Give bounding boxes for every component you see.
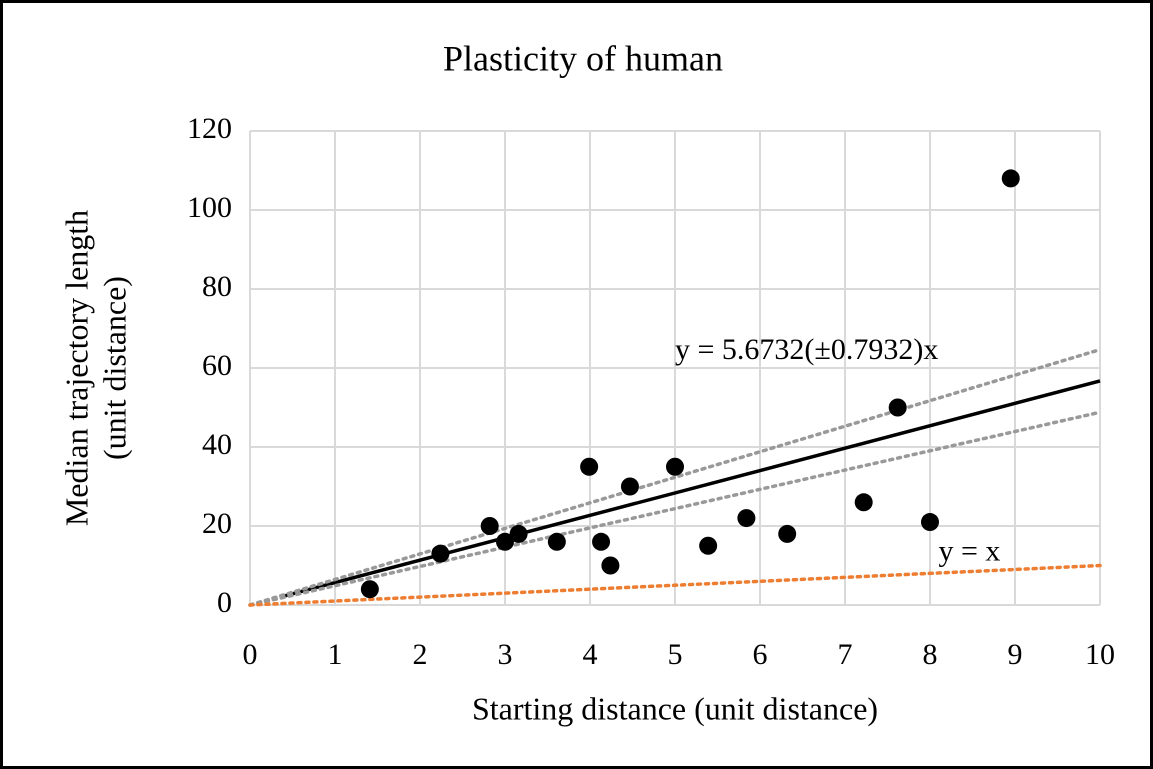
point: [580, 457, 599, 476]
point: [431, 544, 450, 563]
x-tick-label: 4: [583, 638, 598, 671]
point: [699, 536, 718, 555]
x-tick-label: 6: [753, 638, 768, 671]
y-tick-label: 20: [202, 507, 232, 540]
point: [480, 517, 499, 535]
point: [620, 477, 639, 496]
y-tick-label: 80: [202, 270, 232, 303]
point: [509, 524, 528, 543]
point: [592, 532, 611, 551]
chart-title: Plasticity of human: [443, 38, 723, 78]
point: [737, 509, 756, 528]
x-tick-label: 9: [1008, 638, 1023, 671]
y-axis-label-line: Median trajectory length: [58, 210, 94, 526]
point: [778, 524, 797, 543]
y-tick-label: 60: [202, 349, 232, 382]
point: [854, 493, 873, 512]
x-tick-label: 1: [328, 638, 343, 671]
x-tick-label: 10: [1085, 638, 1115, 671]
y-tick-label: 100: [187, 191, 232, 224]
point: [888, 398, 907, 417]
point: [601, 556, 620, 575]
point: [496, 532, 514, 551]
trend-line: [248, 347, 1102, 607]
point: [666, 457, 684, 476]
x-tick-label: 5: [668, 638, 683, 671]
point: [921, 513, 939, 532]
annotation: y = x: [939, 535, 1001, 568]
annotation: y = 5.6732(±0.7932)x: [675, 333, 938, 366]
point: [360, 580, 379, 599]
trend-line: [248, 563, 1102, 607]
x-tick-label: 0: [243, 638, 258, 671]
y-tick-label: 120: [187, 112, 232, 145]
y-axis-label: Median trajectory length (unit distance): [58, 210, 132, 526]
x-axis-label: Starting distance (unit distance): [472, 690, 878, 726]
y-tick-label: 0: [217, 586, 232, 619]
y-axis-label-line: (unit distance): [96, 276, 132, 460]
point: [1001, 169, 1020, 188]
y-tick-label: 40: [202, 428, 232, 461]
x-tick-label: 8: [923, 638, 938, 671]
trend-line: [248, 410, 1102, 607]
x-tick-label: 7: [838, 638, 853, 671]
x-tick-label: 2: [413, 638, 428, 671]
point: [547, 532, 566, 551]
x-tick-label: 3: [498, 638, 513, 671]
trend-line: [283, 379, 1101, 598]
